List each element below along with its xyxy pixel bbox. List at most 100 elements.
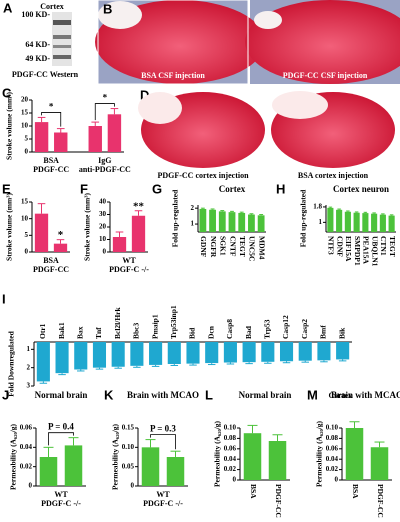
bar bbox=[228, 212, 236, 232]
x-tick-label: PDGF-C -/- bbox=[109, 265, 149, 274]
bar bbox=[279, 342, 294, 362]
y-tick-label: 20 bbox=[21, 96, 29, 104]
x-tick-label: UNC5C bbox=[248, 236, 257, 261]
y-tick-label: 30 bbox=[99, 210, 107, 218]
x-tick-label: PDGF-CC bbox=[376, 484, 385, 518]
blot-caption: PDGF-CC Western bbox=[12, 70, 79, 79]
x-tick-label: WT bbox=[122, 256, 136, 265]
bar bbox=[130, 342, 144, 366]
panel-letter: F bbox=[80, 181, 88, 196]
annotation: * bbox=[58, 229, 64, 241]
y-tick-label: 2 bbox=[27, 363, 31, 371]
y-tick-label: 0 bbox=[25, 248, 29, 256]
panel-letter: I bbox=[2, 291, 6, 306]
annotation: * bbox=[103, 93, 108, 103]
x-tick-label: CNTF bbox=[228, 236, 237, 257]
bar bbox=[112, 237, 127, 252]
y-tick-label: 2 bbox=[191, 204, 195, 212]
blot-title: Cortex bbox=[40, 2, 64, 11]
bar bbox=[131, 215, 146, 252]
y-tick-label: 10 bbox=[99, 235, 107, 243]
x-tick-label: Casp2 bbox=[300, 319, 309, 339]
bar bbox=[257, 215, 265, 232]
x-tick-label: TEGT bbox=[388, 236, 397, 257]
y-tick-label: 0.02 bbox=[224, 465, 237, 473]
bar bbox=[141, 447, 160, 486]
bar bbox=[238, 212, 246, 232]
panel-letter: C bbox=[2, 85, 12, 100]
y-tick-label: 0.04 bbox=[326, 455, 339, 463]
bar bbox=[345, 428, 364, 480]
panel-letter: B bbox=[103, 1, 112, 16]
x-tick-label: UBQLN1 bbox=[370, 236, 379, 267]
bar bbox=[74, 342, 88, 370]
x-tick-label: Trp53 bbox=[263, 319, 272, 339]
bar bbox=[149, 342, 163, 365]
y-tick-label: 0.04 bbox=[20, 443, 33, 451]
bar bbox=[53, 243, 68, 252]
y-axis-label: Stroke volume (mm³) bbox=[5, 193, 14, 261]
x-tick-label: WT bbox=[156, 490, 170, 499]
photo-border bbox=[97, 0, 249, 85]
bar bbox=[55, 342, 69, 374]
bar bbox=[371, 213, 378, 232]
panel-letter: E bbox=[2, 181, 11, 196]
y-tick-label: 10 bbox=[21, 122, 29, 130]
y-axis-label: Permeability (A₆₂₀/g) bbox=[111, 423, 120, 490]
panel-letter: J bbox=[2, 387, 9, 402]
x-tick-label: SMPDP1 bbox=[353, 236, 362, 266]
annotation: * bbox=[49, 101, 54, 111]
bar bbox=[344, 211, 351, 232]
bar bbox=[317, 342, 331, 361]
infarct bbox=[98, 1, 142, 29]
y-tick-label: 0.08 bbox=[326, 434, 339, 442]
y-tick-label: 0.06 bbox=[326, 444, 339, 452]
y-tick-label: 0.04 bbox=[224, 455, 237, 463]
y-tick-label: 1.8 bbox=[313, 203, 322, 211]
photo-caption: BSA CSF injection bbox=[141, 71, 205, 80]
y-tick-label: 0.06 bbox=[224, 444, 237, 452]
panel-letter: G bbox=[152, 181, 162, 196]
annotation: ** bbox=[133, 200, 145, 212]
x-tick-label: BSA bbox=[351, 484, 360, 499]
y-tick-label: 0.02 bbox=[20, 462, 33, 470]
x-tick-label: TEGT bbox=[238, 236, 247, 257]
bar bbox=[268, 441, 287, 480]
annotation: P = 0.3 bbox=[150, 424, 176, 434]
x-tick-label: Dcn bbox=[206, 325, 215, 339]
panel-letter: A bbox=[3, 0, 13, 15]
x-tick-label: NTF3 bbox=[327, 236, 336, 255]
y-tick-label: 0.15 bbox=[122, 424, 135, 432]
y-tick-label: 0 bbox=[131, 482, 135, 490]
y-axis-label: Permeability (A₆₂₀/g) bbox=[9, 423, 18, 490]
bar bbox=[248, 214, 255, 232]
bar bbox=[298, 342, 312, 361]
blot-marker: 100 KD- bbox=[21, 10, 50, 19]
y-tick-label: 0.02 bbox=[326, 465, 339, 473]
x-tick-label: Tnf bbox=[94, 327, 103, 339]
blot-band bbox=[53, 45, 71, 48]
bar bbox=[111, 342, 125, 367]
bar bbox=[388, 215, 395, 232]
x-tick-label: Casp8 bbox=[225, 319, 234, 339]
y-tick-label: 0.06 bbox=[20, 424, 33, 432]
bar bbox=[88, 126, 102, 152]
bar bbox=[327, 207, 334, 232]
x-tick-label: Bax bbox=[75, 326, 84, 339]
y-tick-label: 20 bbox=[99, 223, 107, 231]
x-tick-label: WT bbox=[54, 490, 68, 499]
panel-letter: K bbox=[104, 387, 114, 402]
bar bbox=[261, 342, 275, 362]
y-axis-label: Stroke volume (mm³) bbox=[83, 193, 92, 261]
panel-letter: D bbox=[140, 87, 149, 102]
bar bbox=[167, 342, 181, 364]
y-tick-label: 0.10 bbox=[326, 424, 339, 432]
bar bbox=[370, 447, 389, 480]
blot-marker: 49 KD- bbox=[25, 54, 50, 63]
bar bbox=[379, 214, 386, 232]
y-tick-label: 10 bbox=[21, 214, 29, 222]
bar bbox=[92, 342, 107, 368]
y-tick-label: 0 bbox=[103, 248, 107, 256]
y-tick-label: 0 bbox=[29, 482, 33, 490]
x-tick-label: PEA15A bbox=[362, 236, 371, 265]
